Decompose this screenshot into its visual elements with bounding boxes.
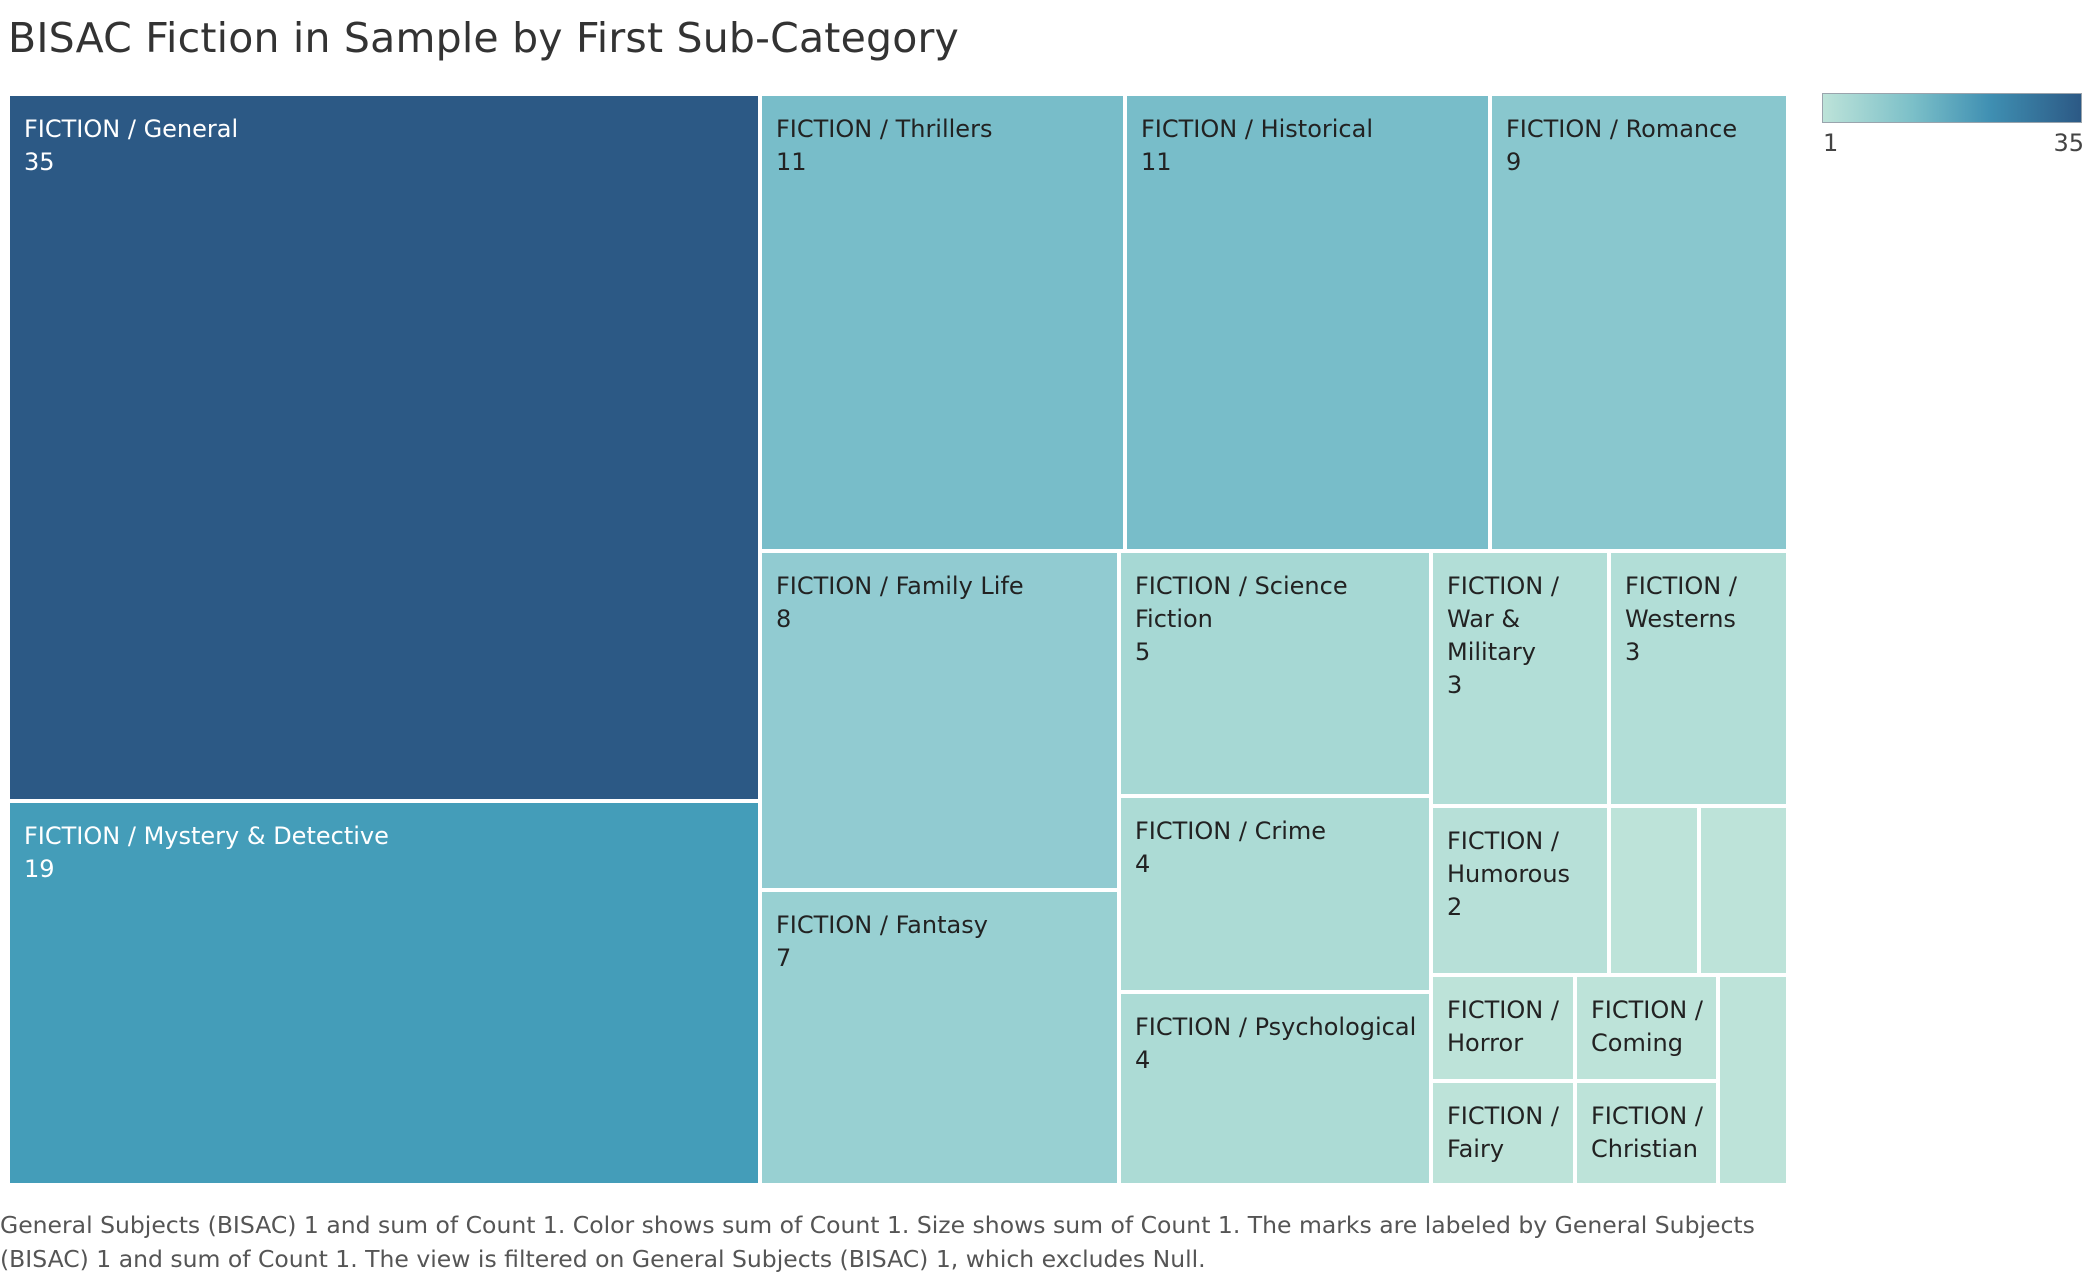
tile-label-line: Coming xyxy=(1591,1029,1683,1057)
treemap-tile-humorous[interactable]: FICTION / Humorous 2 xyxy=(1431,806,1609,975)
tile-label-line: War & xyxy=(1447,605,1521,633)
tile-label: FICTION / Fairy xyxy=(1447,1100,1567,1166)
tile-label-line: FICTION / xyxy=(1447,996,1559,1024)
tile-label-line: FICTION / Mystery & Detective xyxy=(24,822,389,850)
tile-label-line: FICTION / General xyxy=(24,115,239,143)
tile-label: FICTION / Christian xyxy=(1591,1100,1710,1166)
chart-title: BISAC Fiction in Sample by First Sub-Cat… xyxy=(8,14,960,62)
tile-label-line: FICTION / Science Fiction xyxy=(1135,572,1348,633)
legend-min-label: 1 xyxy=(1823,129,1839,157)
tile-label: FICTION / Horror xyxy=(1447,994,1567,1060)
tile-label-line: FICTION / xyxy=(1591,996,1703,1024)
tile-label-line: FICTION / xyxy=(1591,1102,1703,1130)
treemap-tile-historical[interactable]: FICTION / Historical 11 xyxy=(1125,94,1490,551)
tile-label: FICTION / Crime 4 xyxy=(1135,815,1423,881)
treemap-tile-psychological[interactable]: FICTION / Psychological 4 xyxy=(1119,992,1431,1185)
tile-label-line: Westerns xyxy=(1625,605,1736,633)
tile-value: 4 xyxy=(1135,1046,1151,1074)
treemap-tile-general[interactable]: FICTION / General 35 xyxy=(8,94,760,801)
treemap-tile-unlabeled-14[interactable] xyxy=(1699,806,1788,975)
tile-label-line: FICTION / Crime xyxy=(1135,817,1327,845)
tile-value: 11 xyxy=(776,148,807,176)
treemap-tile-romance[interactable]: FICTION / Romance 9 xyxy=(1490,94,1788,551)
tile-label-line: Military xyxy=(1447,638,1536,666)
tile-value: 5 xyxy=(1135,638,1151,666)
treemap-tile-christian[interactable]: FICTION / Christian xyxy=(1575,1081,1718,1185)
treemap-tile-westerns[interactable]: FICTION / Westerns 3 xyxy=(1609,551,1788,806)
tile-label: FICTION / Fantasy 7 xyxy=(776,909,1111,975)
tile-label: FICTION / Westerns 3 xyxy=(1625,570,1780,669)
tile-value: 19 xyxy=(24,855,55,883)
treemap-tile-war-military[interactable]: FICTION / War & Military 3 xyxy=(1431,551,1609,806)
tile-label: FICTION / Science Fiction 5 xyxy=(1135,570,1423,669)
tile-label: FICTION / Psychological 4 xyxy=(1135,1011,1423,1077)
tile-label: FICTION / Thrillers 11 xyxy=(776,113,1117,179)
tile-value: 8 xyxy=(776,605,792,633)
legend-max-label: 35 xyxy=(2053,129,2084,157)
tile-label-line: Humorous xyxy=(1447,860,1571,888)
chart-caption: General Subjects (BISAC) 1 and sum of Co… xyxy=(0,1211,1755,1273)
treemap-tile-family-life[interactable]: FICTION / Family Life 8 xyxy=(760,551,1119,890)
tile-label-line: FICTION / Historical xyxy=(1141,115,1373,143)
tile-value: 35 xyxy=(24,148,55,176)
tile-label-line: FICTION / Thrillers xyxy=(776,115,993,143)
tile-label: FICTION / Mystery & Detective 19 xyxy=(24,820,752,886)
treemap-tile-mystery-detective[interactable]: FICTION / Mystery & Detective 19 xyxy=(8,801,760,1185)
tile-label-line: FICTION / xyxy=(1447,1102,1559,1130)
tile-label-line: FICTION / Family Life xyxy=(776,572,1024,600)
tile-label-line: Fairy xyxy=(1447,1135,1505,1163)
tile-label-line: FICTION / xyxy=(1447,572,1559,600)
tile-label-line: Horror xyxy=(1447,1029,1524,1057)
tile-value: 11 xyxy=(1141,148,1172,176)
treemap-tile-horror[interactable]: FICTION / Horror xyxy=(1431,975,1575,1081)
tile-label-line: FICTION / Fantasy xyxy=(776,911,988,939)
treemap-tile-crime[interactable]: FICTION / Crime 4 xyxy=(1119,796,1431,992)
color-legend: 1 35 xyxy=(1822,93,2084,157)
treemap-tile-thrillers[interactable]: FICTION / Thrillers 11 xyxy=(760,94,1125,551)
tile-label-line: FICTION / Romance xyxy=(1506,115,1738,143)
tile-value: 9 xyxy=(1506,148,1522,176)
tile-label: FICTION / Family Life 8 xyxy=(776,570,1111,636)
tile-label: FICTION / Romance 9 xyxy=(1506,113,1780,179)
tile-label: FICTION / Humorous 2 xyxy=(1447,825,1601,924)
treemap-tile-unlabeled-13[interactable] xyxy=(1609,806,1699,975)
tile-value: 4 xyxy=(1135,850,1151,878)
tile-label: FICTION / War & Military 3 xyxy=(1447,570,1601,702)
tile-value: 3 xyxy=(1447,671,1463,699)
tile-value: 7 xyxy=(776,944,792,972)
tile-label: FICTION / General 35 xyxy=(24,113,752,179)
treemap-tile-science-fiction[interactable]: FICTION / Science Fiction 5 xyxy=(1119,551,1431,796)
tile-label-line: FICTION / xyxy=(1447,827,1559,855)
tile-value: 3 xyxy=(1625,638,1641,666)
tile-value: 2 xyxy=(1447,893,1463,921)
tile-label-line: FICTION / xyxy=(1625,572,1737,600)
treemap-tile-unlabeled-19[interactable] xyxy=(1718,975,1788,1185)
treemap-tile-fairy[interactable]: FICTION / Fairy xyxy=(1431,1081,1575,1185)
tile-label: FICTION / Historical 11 xyxy=(1141,113,1482,179)
tile-label-line: Christian xyxy=(1591,1135,1699,1163)
tile-label-line: FICTION / Psychological xyxy=(1135,1013,1417,1041)
tile-label: FICTION / Coming xyxy=(1591,994,1710,1060)
legend-gradient-bar xyxy=(1822,93,2082,123)
treemap-tile-coming[interactable]: FICTION / Coming xyxy=(1575,975,1718,1081)
treemap-tile-fantasy[interactable]: FICTION / Fantasy 7 xyxy=(760,890,1119,1185)
